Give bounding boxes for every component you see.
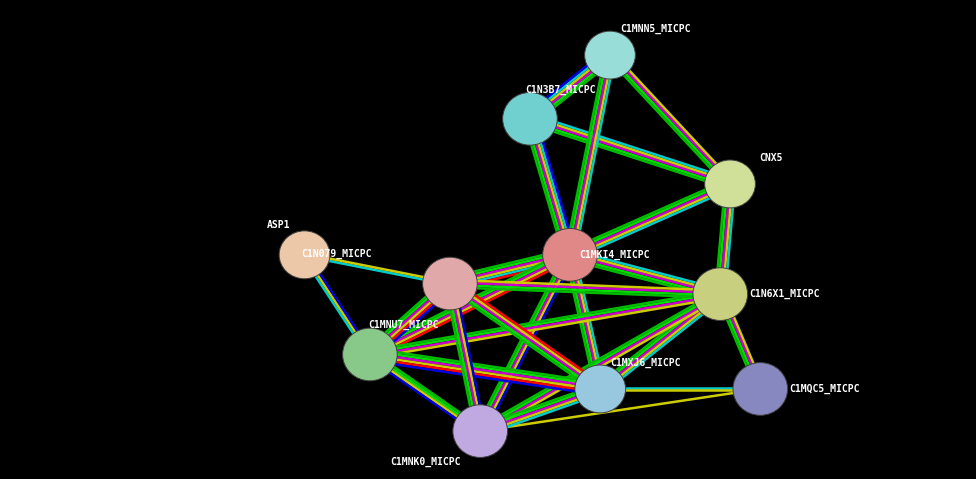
Ellipse shape — [423, 257, 477, 310]
Text: C1MNU7_MICPC: C1MNU7_MICPC — [368, 319, 438, 330]
Text: C1N3B7_MICPC: C1N3B7_MICPC — [525, 85, 595, 95]
Ellipse shape — [543, 228, 597, 281]
Ellipse shape — [693, 268, 748, 320]
Ellipse shape — [503, 92, 557, 145]
Ellipse shape — [585, 31, 635, 79]
Ellipse shape — [575, 365, 626, 413]
Text: C1N079_MICPC: C1N079_MICPC — [302, 249, 372, 259]
Text: C1MNK0_MICPC: C1MNK0_MICPC — [390, 457, 461, 468]
Text: C1MXJ6_MICPC: C1MXJ6_MICPC — [610, 357, 680, 368]
Ellipse shape — [343, 328, 397, 381]
Text: C1MKI4_MICPC: C1MKI4_MICPC — [580, 250, 650, 260]
Text: ASP1: ASP1 — [266, 220, 290, 230]
Ellipse shape — [279, 231, 330, 279]
Ellipse shape — [705, 160, 755, 208]
Text: C1MNN5_MICPC: C1MNN5_MICPC — [620, 23, 690, 34]
Text: CNX5: CNX5 — [759, 153, 783, 162]
Ellipse shape — [453, 405, 508, 457]
Ellipse shape — [733, 363, 788, 415]
Text: C1MQC5_MICPC: C1MQC5_MICPC — [790, 384, 860, 394]
Text: C1N6X1_MICPC: C1N6X1_MICPC — [750, 289, 820, 299]
